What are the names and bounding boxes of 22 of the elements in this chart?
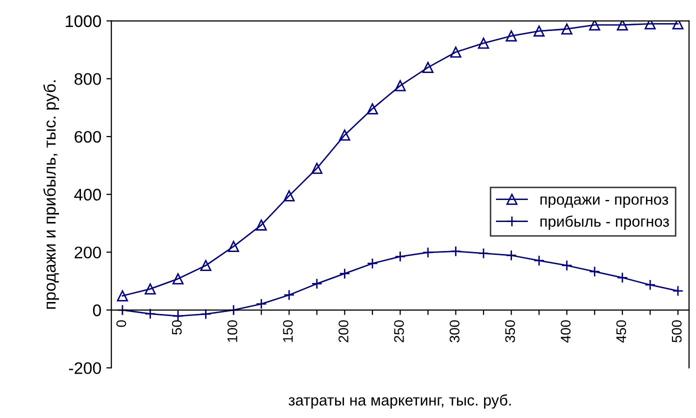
x-tick-label: 0 bbox=[116, 320, 126, 327]
x-tick-label: 450 bbox=[616, 320, 626, 343]
x-tick-label: 500 bbox=[672, 320, 682, 342]
y-tick-label: 200 bbox=[74, 246, 101, 258]
x-tick-label: 150 bbox=[283, 320, 293, 342]
y-tick-label: 800 bbox=[74, 73, 101, 85]
x-tick-label: 350 bbox=[505, 320, 516, 342]
y-tick-label: 0 bbox=[93, 304, 101, 316]
x-tick-label: 50 bbox=[172, 320, 182, 335]
x-tick-label: 200 bbox=[338, 320, 348, 342]
y-tick-label: 400 bbox=[74, 188, 101, 201]
x-axis-title: затраты на маркетинг, тыс. руб. bbox=[288, 394, 511, 409]
x-tick-label: 250 bbox=[394, 320, 404, 342]
y-tick-label: -200 bbox=[69, 362, 101, 374]
x-tick-label: 400 bbox=[560, 320, 571, 343]
y-tick-label: 1000 bbox=[66, 15, 101, 28]
legend-label: продажи - прогноз bbox=[540, 196, 668, 208]
y-tick-label: 600 bbox=[74, 130, 101, 143]
legend-label: прибыль - прогноз bbox=[540, 215, 669, 230]
y-axis-title: продажи и прибыль, тыс. руб. bbox=[43, 80, 60, 309]
x-tick-label: 300 bbox=[450, 320, 460, 342]
x-tick-label: 100 bbox=[227, 320, 238, 342]
